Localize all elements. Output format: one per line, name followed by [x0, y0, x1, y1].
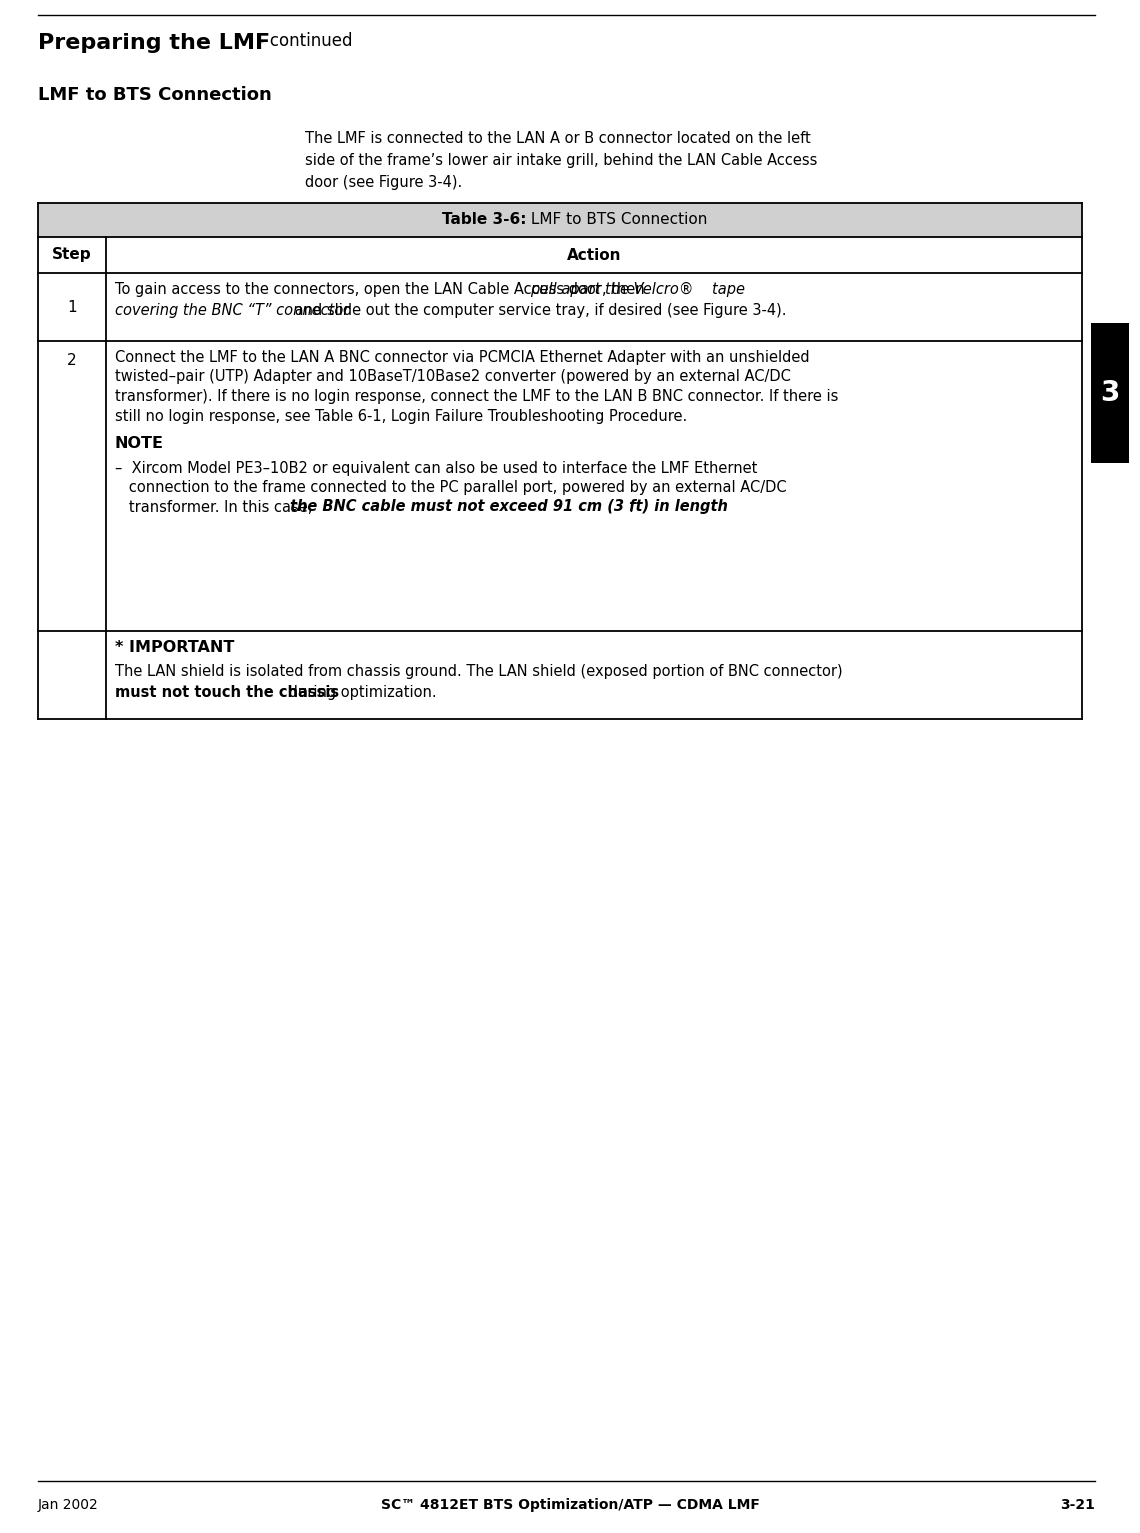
- Text: Table 3-6:: Table 3-6:: [441, 213, 526, 227]
- Text: Step: Step: [52, 247, 92, 262]
- Text: Connect the LMF to the LAN A BNC connector via PCMCIA Ethernet Adapter with an u: Connect the LMF to the LAN A BNC connect…: [115, 350, 809, 365]
- Text: – continued: – continued: [251, 32, 352, 51]
- Text: 3: 3: [1100, 379, 1119, 406]
- Bar: [38, 632, 1082, 719]
- Text: The LMF is connected to the LAN A or B connector located on the left: The LMF is connected to the LAN A or B c…: [306, 130, 811, 146]
- Text: side of the frame’s lower air intake grill, behind the LAN Cable Access: side of the frame’s lower air intake gri…: [306, 153, 817, 169]
- Text: 2: 2: [67, 353, 76, 368]
- Text: To gain access to the connectors, open the LAN Cable Access door, then: To gain access to the connectors, open t…: [115, 282, 650, 297]
- Text: covering the BNC “T” connector: covering the BNC “T” connector: [115, 304, 349, 317]
- Text: NOTE: NOTE: [115, 437, 164, 452]
- Bar: [38, 340, 1082, 632]
- Text: must not touch the chassis: must not touch the chassis: [115, 685, 339, 701]
- Text: Jan 2002: Jan 2002: [38, 1498, 99, 1512]
- Text: pull apart the Velcro®    tape: pull apart the Velcro® tape: [530, 282, 746, 297]
- Text: LMF to BTS Connection: LMF to BTS Connection: [527, 213, 708, 227]
- Bar: [38, 202, 1082, 238]
- Text: twisted–pair (UTP) Adapter and 10BaseT/10Base2 converter (powered by an external: twisted–pair (UTP) Adapter and 10BaseT/1…: [115, 369, 791, 385]
- Text: –  Xircom Model PE3–10B2 or equivalent can also be used to interface the LMF Eth: – Xircom Model PE3–10B2 or equivalent ca…: [115, 460, 757, 475]
- Text: and slide out the computer service tray, if desired (see Figure 3-4).: and slide out the computer service tray,…: [291, 304, 787, 317]
- Text: LMF to BTS Connection: LMF to BTS Connection: [38, 86, 271, 104]
- Text: the BNC cable must not exceed 91 cm (3 ft) in length: the BNC cable must not exceed 91 cm (3 f…: [291, 500, 728, 515]
- Text: transformer). If there is no login response, connect the LMF to the LAN B BNC co: transformer). If there is no login respo…: [115, 389, 838, 405]
- Text: * IMPORTANT: * IMPORTANT: [115, 639, 235, 655]
- Bar: [38, 273, 1082, 340]
- Text: door (see Figure 3-4).: door (see Figure 3-4).: [306, 175, 462, 190]
- Text: connection to the frame connected to the PC parallel port, powered by an externa: connection to the frame connected to the…: [115, 480, 787, 495]
- Text: SC™ 4812ET BTS Optimization/ATP — CDMA LMF: SC™ 4812ET BTS Optimization/ATP — CDMA L…: [381, 1498, 759, 1512]
- Text: still no login response, see Table 6-1, Login Failure Troubleshooting Procedure.: still no login response, see Table 6-1, …: [115, 408, 687, 423]
- Text: .: .: [628, 500, 633, 515]
- Bar: [38, 238, 1082, 273]
- Text: 1: 1: [67, 299, 76, 314]
- Text: The LAN shield is isolated from chassis ground. The LAN shield (exposed portion : The LAN shield is isolated from chassis …: [115, 664, 842, 679]
- Bar: [1091, 340, 1129, 445]
- Bar: [1091, 445, 1129, 463]
- Text: transformer. In this case,: transformer. In this case,: [115, 500, 317, 515]
- Text: during optimization.: during optimization.: [284, 685, 437, 701]
- Bar: [1091, 323, 1129, 340]
- Text: Preparing the LMF: Preparing the LMF: [38, 34, 270, 54]
- Text: 3-21: 3-21: [1060, 1498, 1096, 1512]
- Text: Action: Action: [567, 247, 621, 262]
